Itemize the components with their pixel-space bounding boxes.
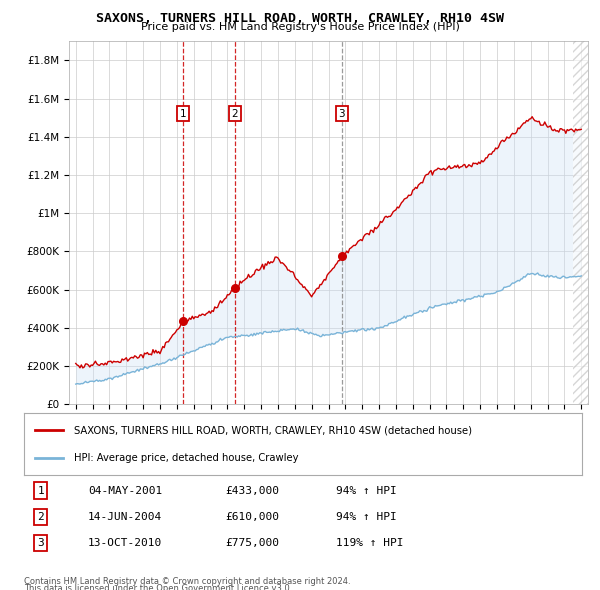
Text: £775,000: £775,000 [225,538,279,548]
Text: 119% ↑ HPI: 119% ↑ HPI [337,538,404,548]
Text: 2: 2 [232,109,238,119]
Text: SAXONS, TURNERS HILL ROAD, WORTH, CRAWLEY, RH10 4SW (detached house): SAXONS, TURNERS HILL ROAD, WORTH, CRAWLE… [74,425,472,435]
Text: Price paid vs. HM Land Registry's House Price Index (HPI): Price paid vs. HM Land Registry's House … [140,22,460,32]
Text: 04-MAY-2001: 04-MAY-2001 [88,486,163,496]
Text: 3: 3 [338,109,345,119]
Text: 1: 1 [37,486,44,496]
Text: 94% ↑ HPI: 94% ↑ HPI [337,512,397,522]
Text: 13-OCT-2010: 13-OCT-2010 [88,538,163,548]
Text: SAXONS, TURNERS HILL ROAD, WORTH, CRAWLEY, RH10 4SW: SAXONS, TURNERS HILL ROAD, WORTH, CRAWLE… [96,12,504,25]
Text: This data is licensed under the Open Government Licence v3.0.: This data is licensed under the Open Gov… [24,584,292,590]
Text: HPI: Average price, detached house, Crawley: HPI: Average price, detached house, Craw… [74,453,299,463]
Text: £610,000: £610,000 [225,512,279,522]
Text: Contains HM Land Registry data © Crown copyright and database right 2024.: Contains HM Land Registry data © Crown c… [24,577,350,586]
Text: 3: 3 [37,538,44,548]
Text: 94% ↑ HPI: 94% ↑ HPI [337,486,397,496]
Text: £433,000: £433,000 [225,486,279,496]
Text: 2: 2 [37,512,44,522]
Text: 1: 1 [179,109,186,119]
Text: 14-JUN-2004: 14-JUN-2004 [88,512,163,522]
